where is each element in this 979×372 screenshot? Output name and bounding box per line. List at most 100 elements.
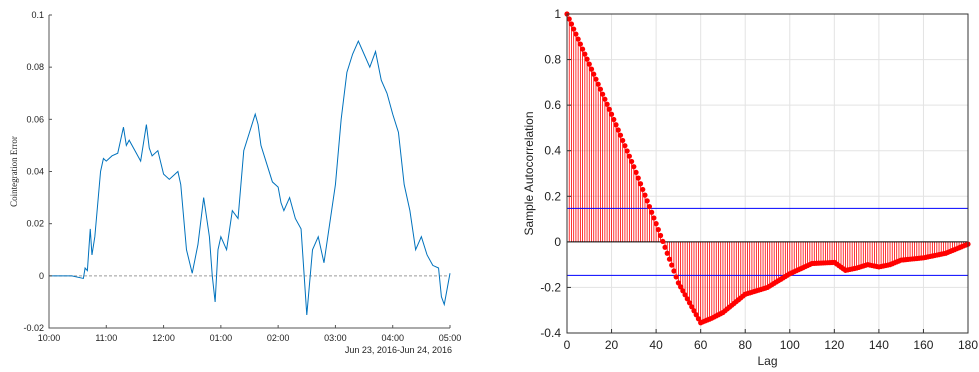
- acf-marker: [595, 81, 601, 87]
- acf-marker: [637, 181, 644, 187]
- acf-marker: [673, 274, 679, 280]
- acf-marker: [582, 51, 588, 57]
- acf-marker: [640, 186, 646, 193]
- acf-marker: [591, 71, 597, 77]
- acf-marker: [586, 61, 592, 67]
- x-tick-label: 20: [605, 338, 619, 352]
- y-tick-label: 0.4: [544, 144, 561, 158]
- acf-marker: [657, 232, 664, 239]
- x-tick-label: 01:00: [210, 333, 233, 343]
- acf-marker: [655, 226, 661, 233]
- right-y-ticks: -0.4 -0.2 0 0.2 0.4 0.6 0.8 1: [540, 7, 571, 340]
- x-axis-label-lag: Lag: [757, 354, 777, 368]
- acf-marker: [624, 148, 630, 154]
- acf-marker: [633, 169, 639, 175]
- y-tick-label: 0.02: [26, 219, 44, 229]
- acf-marker: [684, 296, 690, 302]
- acf-marker: [613, 122, 619, 128]
- left-y-ticks: -0.02 0 0.02 0.04 0.06 0.08 0.1: [23, 10, 52, 333]
- acf-marker: [588, 66, 595, 72]
- acf-marker: [671, 268, 677, 274]
- x-tick-label: 10:00: [38, 333, 61, 343]
- autocorrelation-chart: -0.4 -0.2 0 0.2 0.4 0.6 0.8 1 0 20 40 60 80 100 120 14…: [522, 7, 978, 368]
- acf-marker: [642, 192, 648, 198]
- acf-marker: [680, 288, 686, 294]
- acf-marker: [675, 280, 681, 286]
- y-tick-label: 0.04: [26, 167, 44, 177]
- cointegration-error-line: [49, 39, 451, 316]
- acf-marker: [571, 26, 577, 32]
- acf-marker: [604, 101, 610, 107]
- x-tick-label: 60: [694, 338, 708, 352]
- acf-marker: [669, 262, 675, 268]
- acf-stems: [566, 14, 969, 323]
- acf-marker: [617, 132, 624, 138]
- y-axis-label-sample-autocorrelation: Sample Autocorrelation: [522, 111, 536, 235]
- acf-marker: [629, 158, 635, 165]
- x-tick-label: 03:00: [324, 333, 347, 343]
- acf-marker: [682, 292, 688, 298]
- x-tick-label: 140: [869, 338, 889, 352]
- y-tick-label: -0.2: [540, 280, 561, 294]
- acf-marker: [689, 304, 695, 310]
- acf-marker: [606, 106, 612, 112]
- acf-marker: [631, 164, 637, 170]
- acf-marker: [575, 36, 581, 42]
- left-axes-frame: [48, 15, 450, 329]
- y-tick-label: 0.6: [544, 98, 561, 112]
- x-tick-label: 160: [913, 338, 933, 352]
- x-tick-label: 02:00: [267, 333, 290, 343]
- date-range-note: Jun 23, 2016-Jun 24, 2016: [345, 345, 452, 355]
- acf-marker: [566, 16, 572, 22]
- y-tick-label: -0.4: [540, 326, 561, 340]
- acf-marker: [573, 31, 579, 37]
- x-tick-label: 05:00: [439, 333, 462, 343]
- acf-marker: [622, 143, 628, 149]
- acf-marker: [662, 244, 668, 250]
- left-y-axis-label: Cointegration Error: [9, 136, 19, 207]
- acf-marker: [597, 86, 604, 92]
- acf-marker: [626, 153, 632, 159]
- right-axes-frame: [566, 13, 969, 334]
- y-tick-label: 0.2: [544, 189, 561, 203]
- acf-marker: [649, 209, 655, 215]
- acf-marker: [602, 96, 608, 102]
- acf-marker: [608, 111, 615, 117]
- y-tick-label: 0.06: [26, 114, 44, 124]
- acf-marker: [693, 312, 699, 318]
- acf-marker: [678, 284, 684, 290]
- acf-marker: [686, 300, 693, 306]
- acf-marker: [568, 21, 575, 27]
- x-tick-label: 40: [649, 338, 663, 352]
- y-tick-label: 0: [554, 235, 561, 249]
- acf-marker: [600, 91, 606, 97]
- y-tick-label: 0: [39, 271, 44, 281]
- y-tick-label: 0.08: [26, 62, 44, 72]
- x-tick-label: 0: [564, 338, 571, 352]
- right-x-ticks: 0 20 40 60 80 100 120 140 160 180: [564, 329, 978, 352]
- acf-marker: [660, 238, 666, 245]
- acf-marker: [577, 41, 583, 47]
- y-tick-label: -0.02: [23, 323, 44, 333]
- x-tick-label: 180: [958, 338, 978, 352]
- acf-marker: [620, 137, 626, 144]
- y-tick-label: 0.8: [544, 53, 561, 67]
- acf-marker: [615, 127, 621, 133]
- acf-marker: [593, 76, 599, 82]
- y-tick-label: 1: [554, 7, 561, 21]
- x-tick-label: 04:00: [381, 333, 404, 343]
- acf-marker: [579, 46, 586, 52]
- acf-marker: [611, 116, 617, 123]
- x-tick-label: 11:00: [95, 333, 117, 343]
- acf-marker: [691, 308, 697, 314]
- acf-marker: [635, 175, 641, 181]
- acf-marker: [653, 221, 659, 227]
- acf-marker: [584, 56, 590, 62]
- left-x-ticks: 10:00 11:00 12:00 01:00 02:00 03:00 04:00 05:00: [38, 325, 462, 343]
- x-tick-label: 12:00: [152, 333, 175, 343]
- acf-marker: [651, 215, 657, 221]
- x-tick-label: 80: [739, 338, 753, 352]
- acf-marker: [666, 256, 673, 262]
- y-tick-label: 0.1: [31, 10, 44, 20]
- x-tick-label: 120: [824, 338, 844, 352]
